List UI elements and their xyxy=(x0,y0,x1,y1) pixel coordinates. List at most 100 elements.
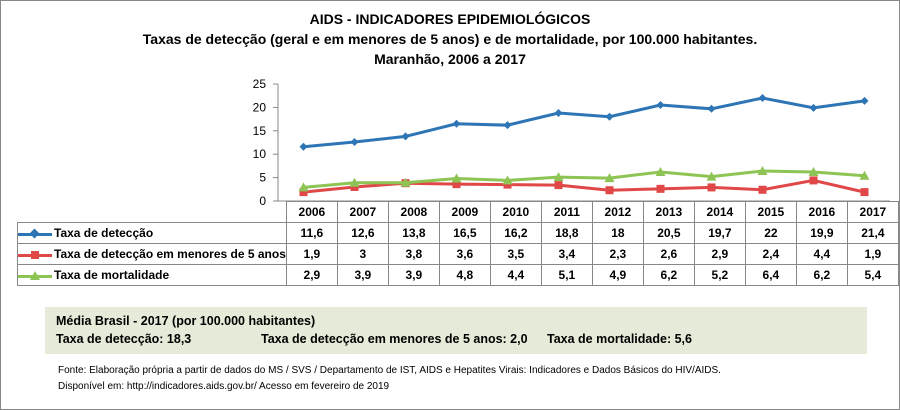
data-point xyxy=(706,171,717,181)
data-label: 4,4 xyxy=(489,264,542,286)
data-point xyxy=(400,177,411,187)
year-header: 2014 xyxy=(693,201,746,223)
data-point xyxy=(401,132,410,141)
data-point xyxy=(757,166,768,176)
data-point xyxy=(298,182,309,192)
data-label: 6,2 xyxy=(642,264,695,286)
table-row: Taxa de detecção em menores de 5 anos 1,9… xyxy=(17,243,899,265)
y-tick-label: 10 xyxy=(253,147,267,161)
source-line-2: Disponível em: http://indicadores.aids.g… xyxy=(58,381,390,392)
year-header: 2011 xyxy=(540,201,593,223)
average-under5: Taxa de detecção em menores de 5 anos: 2… xyxy=(261,332,528,346)
data-label: 5,1 xyxy=(540,264,593,286)
series-name: Taxa de detecção xyxy=(54,226,154,240)
average-mortality: Taxa de mortalidade: 5,6 xyxy=(547,332,692,346)
data-point xyxy=(299,142,308,151)
data-point xyxy=(350,182,359,191)
series-line-2 xyxy=(303,169,865,189)
data-point xyxy=(808,166,819,176)
series-name: Taxa de detecção em menores de 5 anos xyxy=(54,247,286,261)
data-label: 16,5 xyxy=(438,222,491,244)
year-header: 2007 xyxy=(336,201,389,223)
data-label: 4,4 xyxy=(795,243,848,265)
data-point xyxy=(605,112,614,121)
data-point xyxy=(605,186,614,195)
y-tick-label: 15 xyxy=(253,124,267,138)
data-label: 12,6 xyxy=(336,222,389,244)
data-point xyxy=(656,184,665,193)
legend-key-square-icon xyxy=(18,250,52,260)
data-point xyxy=(452,119,461,128)
data-label: 2,3 xyxy=(591,243,644,265)
data-label: 3,4 xyxy=(540,243,593,265)
data-point xyxy=(554,109,563,118)
legend-key-diamond-icon xyxy=(18,228,52,239)
data-label: 3 xyxy=(336,243,389,265)
data-label: 5,4 xyxy=(846,264,899,286)
data-label: 2,4 xyxy=(744,243,797,265)
data-label: 18 xyxy=(591,222,644,244)
year-header: 2009 xyxy=(438,201,491,223)
series-line-0 xyxy=(303,96,865,149)
data-label: 2,9 xyxy=(693,243,746,265)
year-header: 2010 xyxy=(489,201,542,223)
data-label: 5,2 xyxy=(693,264,746,286)
data-point xyxy=(503,121,512,130)
data-label: 6,2 xyxy=(795,264,848,286)
year-header: 2012 xyxy=(591,201,644,223)
legend-key-triangle-icon xyxy=(18,270,52,281)
year-header: 2006 xyxy=(285,201,338,223)
data-point xyxy=(452,180,461,189)
data-point xyxy=(350,138,359,147)
data-label: 3,9 xyxy=(336,264,389,286)
chart-title: AIDS - INDICADORES EPIDEMIOLÓGICOS xyxy=(309,11,591,27)
average-title: Média Brasil - 2017 (por 100.000 habitan… xyxy=(56,314,316,328)
year-header: 2015 xyxy=(744,201,797,223)
plot-area: 0 5 10 15 20 25 xyxy=(253,77,890,206)
data-label: 13,8 xyxy=(387,222,440,244)
data-label: 20,5 xyxy=(642,222,695,244)
data-point xyxy=(451,173,462,183)
data-point xyxy=(554,181,563,190)
data-table: 2006 2007 2008 2009 2010 2011 2012 2013 2014 2015… xyxy=(17,201,899,286)
data-point xyxy=(758,94,767,103)
source-line-1: Fonte: Elaboração própria a partir de da… xyxy=(58,365,721,376)
y-tick-label: 25 xyxy=(253,77,267,91)
data-point xyxy=(707,183,716,192)
data-label: 3,6 xyxy=(438,243,491,265)
data-label: 4,9 xyxy=(591,264,644,286)
series-name: Taxa de mortalidade xyxy=(54,268,170,282)
source-note: Fonte: Elaboração própria a partir de da… xyxy=(58,363,721,395)
year-header: 2016 xyxy=(795,201,848,223)
data-label: 1,9 xyxy=(846,243,899,265)
year-header: 2017 xyxy=(846,201,899,223)
table-row: Taxa de detecção 11,6 12,6 13,8 16,5 16,2 18,8… xyxy=(17,222,899,244)
brazil-average-box: Média Brasil - 2017 (por 100.000 habitan… xyxy=(45,307,867,354)
year-header: 2013 xyxy=(642,201,695,223)
average-detection: Taxa de detecção: 18,3 xyxy=(56,332,192,346)
data-label: 19,9 xyxy=(795,222,848,244)
table-row: Taxa de mortalidade 2,9 3,9 3,9 4,8 4,4 5,1 4,9… xyxy=(17,264,899,286)
table-corner xyxy=(17,201,287,223)
data-point xyxy=(503,180,512,189)
data-point xyxy=(860,96,869,105)
data-point xyxy=(604,173,615,183)
data-label: 11,6 xyxy=(285,222,338,244)
data-point xyxy=(349,177,360,187)
data-label: 22 xyxy=(744,222,797,244)
data-point xyxy=(809,176,818,185)
chart-subtitle-2: Maranhão, 2006 a 2017 xyxy=(374,51,526,67)
chart-subtitle: Taxas de detecção (geral e em menores de… xyxy=(142,31,758,47)
data-label: 3,5 xyxy=(489,243,542,265)
data-label: 3,9 xyxy=(387,264,440,286)
data-point xyxy=(656,101,665,110)
data-label: 16,2 xyxy=(489,222,542,244)
data-point xyxy=(707,104,716,113)
data-point xyxy=(655,166,666,176)
data-label: 2,6 xyxy=(642,243,695,265)
data-label: 1,9 xyxy=(285,243,338,265)
y-tick-label: 5 xyxy=(259,171,266,185)
data-label: 6,4 xyxy=(744,264,797,286)
data-label: 18,8 xyxy=(540,222,593,244)
